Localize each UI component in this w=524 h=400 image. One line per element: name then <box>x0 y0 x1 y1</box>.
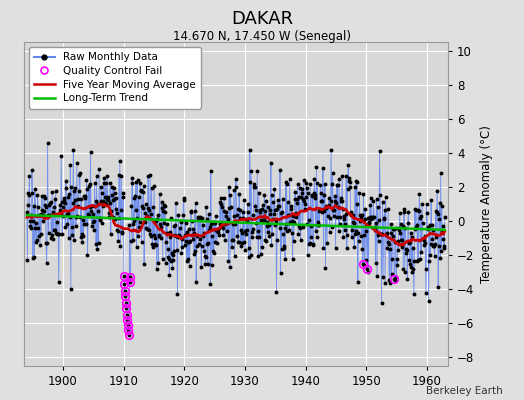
Text: 14.670 N, 17.450 W (Senegal): 14.670 N, 17.450 W (Senegal) <box>173 30 351 43</box>
Text: Berkeley Earth: Berkeley Earth <box>427 386 503 396</box>
Y-axis label: Temperature Anomaly (°C): Temperature Anomaly (°C) <box>480 125 493 283</box>
Text: DAKAR: DAKAR <box>231 10 293 28</box>
Legend: Raw Monthly Data, Quality Control Fail, Five Year Moving Average, Long-Term Tren: Raw Monthly Data, Quality Control Fail, … <box>29 47 201 108</box>
